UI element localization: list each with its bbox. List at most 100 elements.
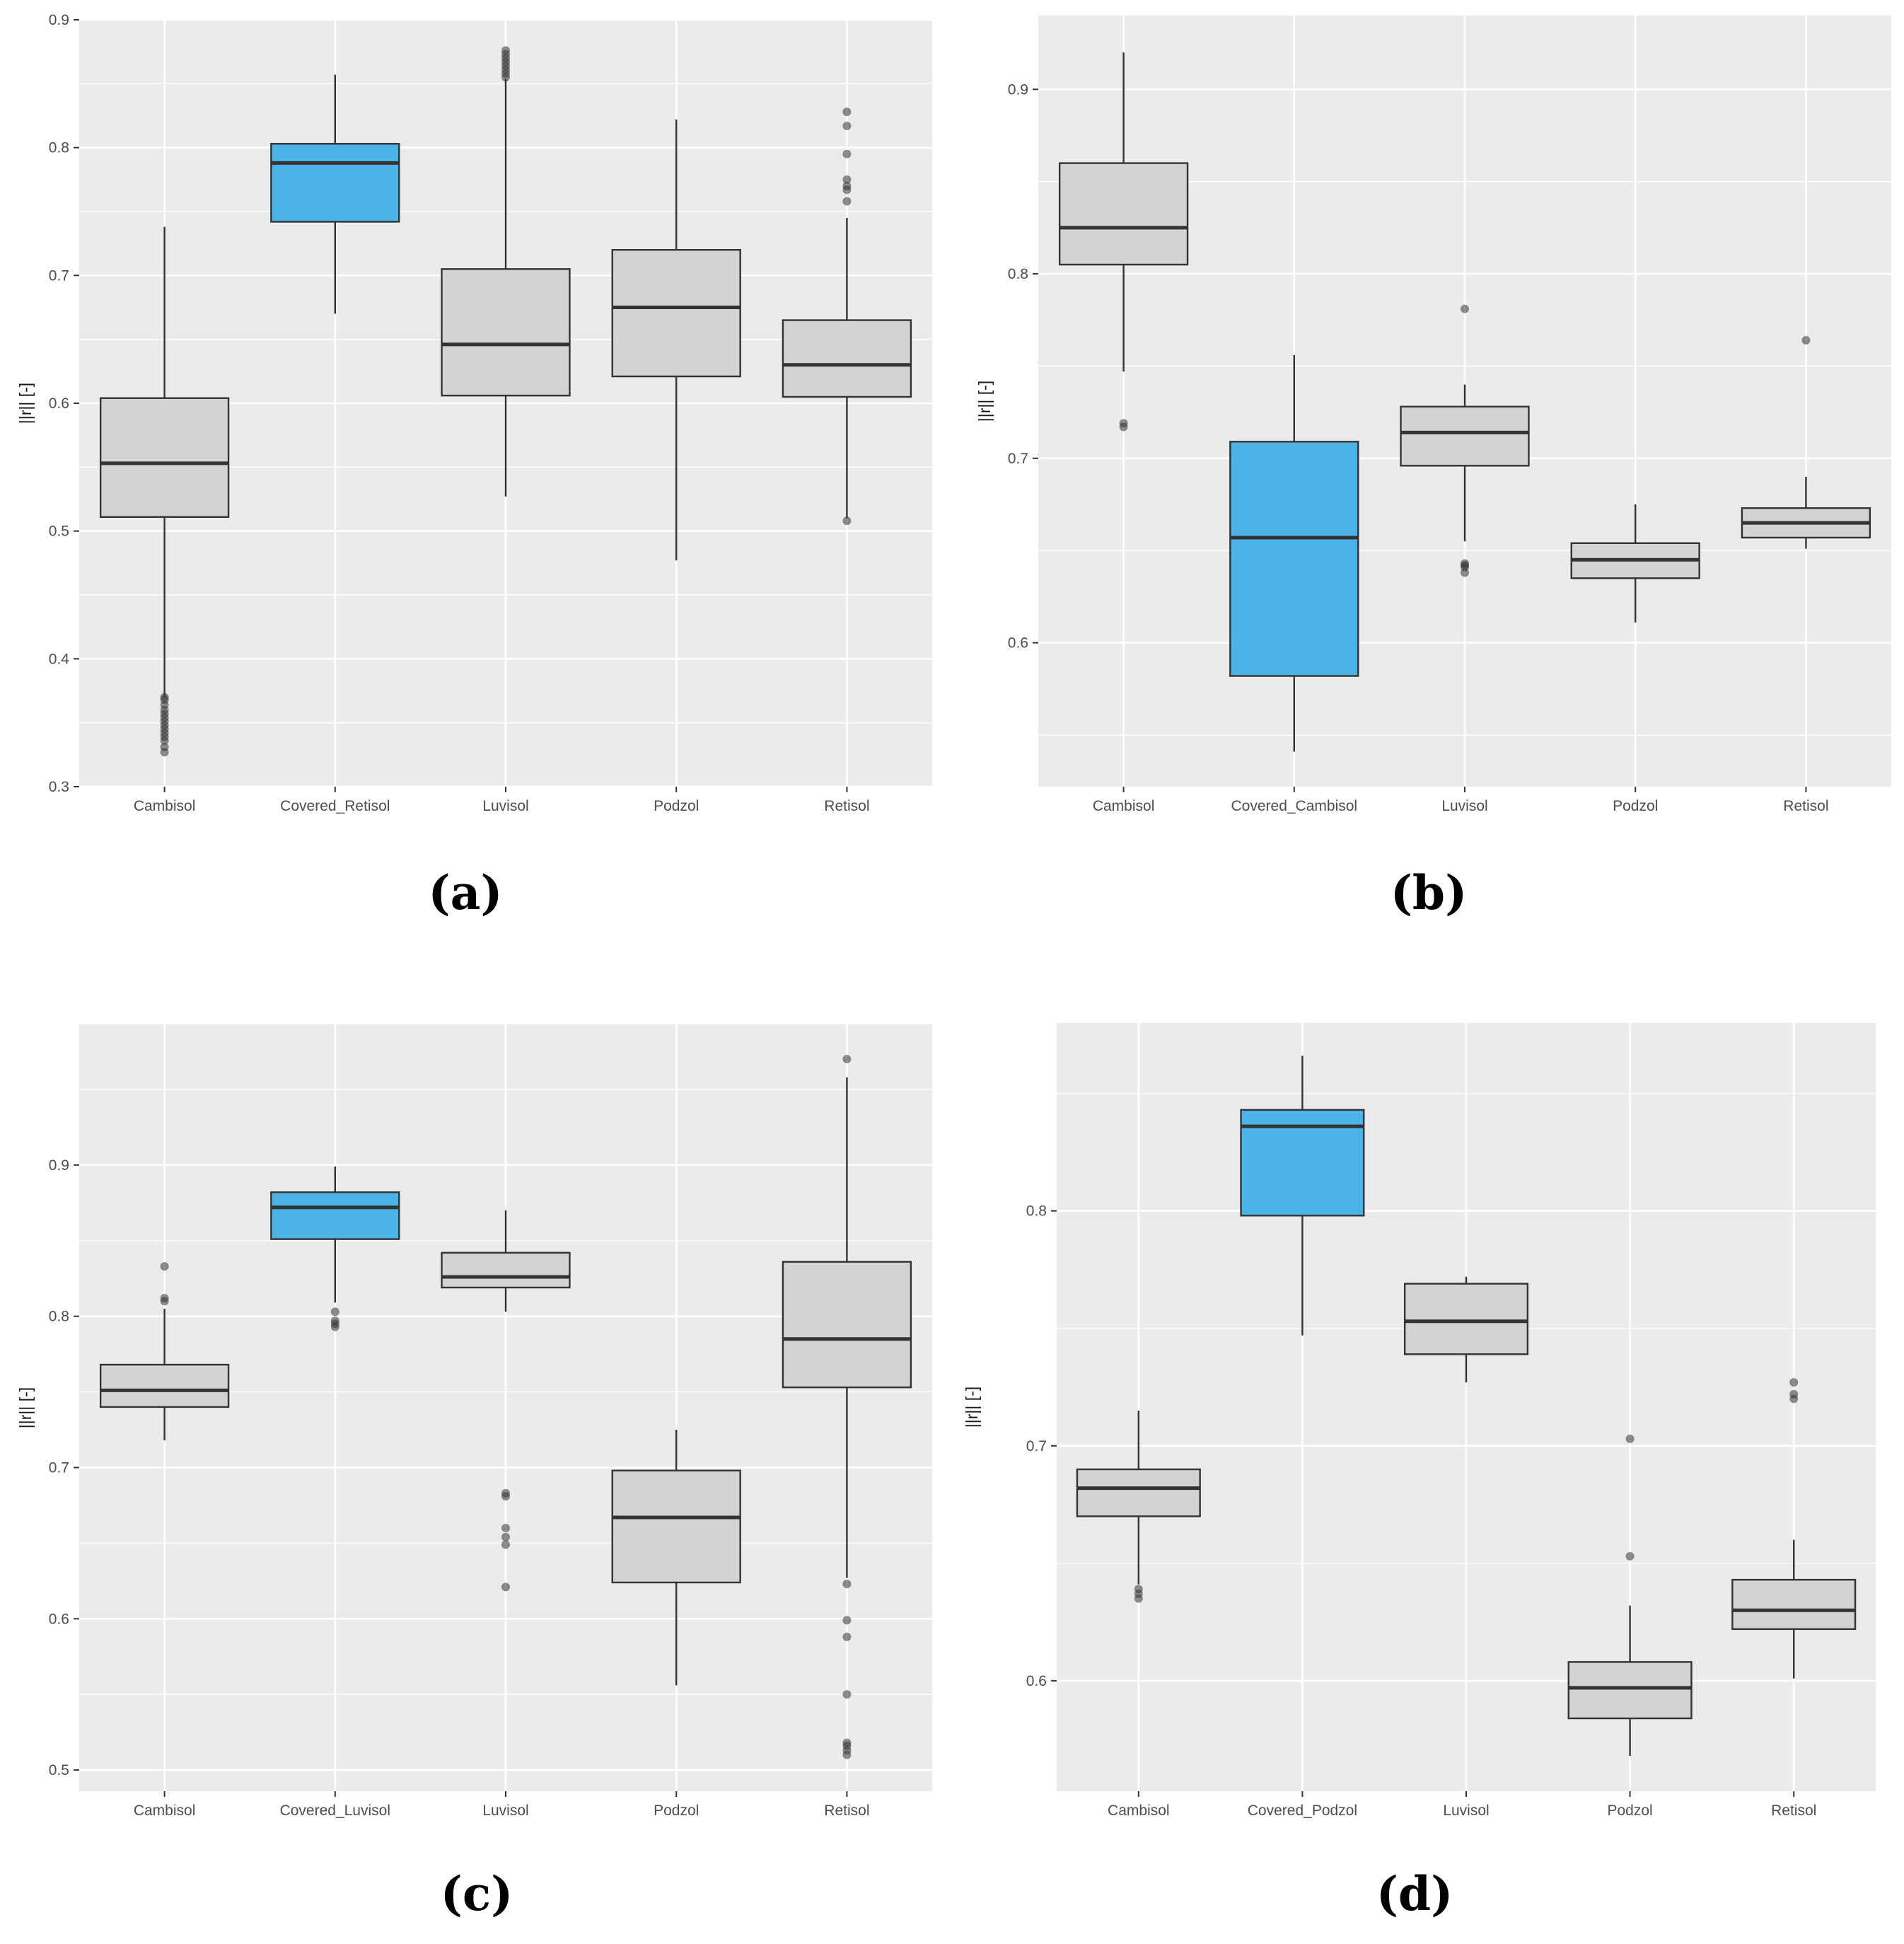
y-tick-label: 0.5 (49, 523, 69, 540)
outlier-point (842, 1055, 852, 1064)
outlier-point (501, 1523, 510, 1532)
box-iqr (1058, 162, 1189, 266)
chart-panel: 0.6 0.7 0.8 0.9 Cambisol Covered_Cambisol Luvi… (975, 16, 1891, 920)
x-tick-label: Luvisol (482, 1803, 528, 1819)
box-iqr (1567, 1661, 1693, 1720)
y-tick-label: 0.6 (1026, 1673, 1047, 1689)
x-tick-label: Retisol (1771, 1803, 1816, 1819)
y-tick-label: 0.8 (1008, 266, 1028, 282)
x-tick-label: Cambisol (134, 798, 196, 814)
outlier-point (842, 197, 852, 206)
outlier-point (842, 1738, 852, 1747)
outlier-point (160, 742, 169, 751)
x-tick-label: Luvisol (1441, 798, 1487, 814)
outlier-point (330, 1307, 339, 1317)
box-iqr (1400, 405, 1530, 467)
y-tick-label: 0.6 (49, 1611, 69, 1627)
outlier-point (1789, 1389, 1799, 1399)
outlier-point (330, 1317, 339, 1326)
y-tick-label: 0.6 (1008, 635, 1028, 652)
x-tick-label: Podzol (654, 1803, 699, 1819)
panel-label: (c) (441, 1866, 513, 1921)
outlier-point (842, 1616, 852, 1625)
box-iqr (782, 319, 912, 398)
box-iqr (1076, 1468, 1201, 1517)
x-tick-label: Podzol (1607, 1803, 1652, 1819)
box-iqr (441, 268, 571, 397)
x-tick-label: Luvisol (1443, 1803, 1489, 1819)
box-iqr (1403, 1283, 1529, 1355)
chart-panel: 0.5 0.6 0.7 0.8 0.9 Cambisol Covered_Luvisol Lu… (16, 1024, 932, 1921)
panel-label: (b) (1391, 865, 1468, 920)
box-iqr (270, 1191, 400, 1240)
outlier-point (842, 1690, 852, 1699)
panel-label: (d) (1376, 1866, 1453, 1921)
outlier-point (842, 516, 852, 526)
box-iqr (441, 1251, 571, 1289)
outlier-point (842, 1580, 852, 1589)
x-tick-label: Covered_Podzol (1248, 1803, 1357, 1819)
y-tick-label: 0.9 (1008, 81, 1028, 98)
outlier-point (842, 175, 852, 184)
box-iqr (782, 1261, 912, 1389)
box-iqr (611, 249, 741, 378)
x-tick-label: Covered_Luvisol (280, 1803, 390, 1819)
chart-panel: 0.3 0.4 0.5 0.6 0.7 0.8 0.9 Cambisol Covered_Ret… (16, 12, 932, 920)
y-axis-title: ||r|| [-] (16, 383, 35, 424)
y-tick-label: 0.9 (49, 1157, 69, 1174)
y-tick-label: 0.7 (1026, 1438, 1047, 1454)
y-tick-label: 0.7 (49, 267, 69, 284)
x-tick-label: Retisol (1783, 798, 1828, 814)
x-tick-label: Covered_Cambisol (1231, 798, 1358, 814)
outlier-point (1789, 1378, 1799, 1387)
box-iqr (270, 143, 400, 223)
y-tick-label: 0.8 (49, 1309, 69, 1325)
x-tick-label: Cambisol (134, 1803, 196, 1819)
outlier-point (501, 46, 510, 55)
outlier-point (842, 108, 852, 117)
x-tick-label: Podzol (654, 798, 699, 814)
outlier-point (1119, 419, 1128, 428)
outlier-point (842, 181, 852, 190)
outlier-point (1461, 304, 1469, 313)
y-tick-label: 0.9 (49, 12, 69, 28)
outlier-point (1625, 1434, 1635, 1443)
outlier-point (160, 1262, 169, 1271)
y-tick-label: 0.5 (49, 1762, 69, 1778)
outlier-point (160, 693, 169, 702)
box-iqr (99, 1363, 230, 1408)
panel-label: (a) (428, 865, 502, 920)
x-tick-label: Cambisol (1093, 798, 1155, 814)
y-axis-title: ||r|| [-] (963, 1387, 981, 1428)
y-tick-label: 0.7 (1008, 451, 1028, 467)
x-tick-label: Podzol (1613, 798, 1658, 814)
y-tick-label: 0.7 (49, 1459, 69, 1476)
outlier-point (501, 1540, 510, 1549)
outlier-point (842, 121, 852, 130)
outlier-point (1801, 335, 1811, 345)
y-tick-label: 0.8 (1026, 1203, 1047, 1220)
box-iqr (1229, 441, 1359, 677)
outlier-point (1461, 559, 1469, 568)
x-tick-label: Luvisol (482, 798, 528, 814)
y-axis-title: ||r|| [-] (16, 1387, 35, 1428)
x-tick-label: Retisol (824, 798, 869, 814)
y-tick-label: 0.8 (49, 140, 69, 156)
box-iqr (611, 1469, 741, 1584)
box-iqr (99, 397, 230, 518)
outlier-point (501, 1583, 510, 1592)
outlier-point (1134, 1585, 1143, 1594)
outlier-point (501, 1532, 510, 1541)
x-tick-label: Covered_Retisol (280, 798, 390, 814)
x-tick-label: Retisol (824, 1803, 869, 1819)
y-axis-title: ||r|| [-] (975, 381, 994, 422)
outlier-point (501, 1488, 510, 1498)
outlier-point (842, 1632, 852, 1641)
box-iqr (1731, 1578, 1857, 1631)
outlier-point (1625, 1551, 1635, 1561)
chart-panel: 0.6 0.7 0.8 Cambisol Covered_Podzol Luvisol Po… (963, 1023, 1876, 1921)
y-tick-label: 0.4 (49, 651, 70, 667)
y-tick-label: 0.6 (49, 395, 69, 412)
x-tick-label: Cambisol (1108, 1803, 1170, 1819)
